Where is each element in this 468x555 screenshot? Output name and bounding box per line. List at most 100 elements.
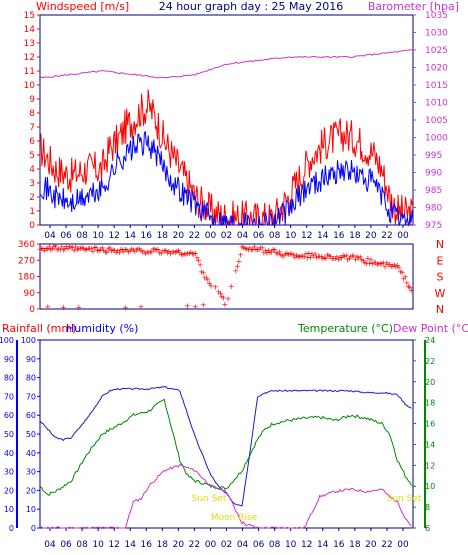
- direction-point: +: [236, 257, 243, 266]
- x-tick-label: 04: [237, 231, 249, 241]
- direction-point: +: [183, 250, 190, 259]
- direction-point: +: [212, 283, 219, 292]
- x-tick-label: 20: [173, 540, 185, 550]
- direction-point: +: [270, 245, 277, 254]
- direction-point: +: [54, 246, 61, 255]
- direction-point: +: [276, 247, 283, 256]
- baro-y-tick-label: 1020: [425, 64, 448, 74]
- direction-point: +: [49, 244, 56, 253]
- compass-label-s: S: [437, 271, 444, 284]
- direction-point: +: [138, 303, 145, 312]
- wind-y-tick-label: 9: [29, 95, 35, 105]
- direction-point: +: [397, 268, 404, 277]
- direction-point: +: [68, 243, 75, 252]
- direction-point: +: [158, 249, 165, 258]
- direction-point: +: [194, 254, 201, 263]
- direction-point: +: [299, 252, 306, 261]
- temp-y-tick-label: 22: [425, 357, 435, 366]
- humidity-y-tick-label: 100: [21, 336, 36, 345]
- temp-y-tick-label: 6: [425, 524, 430, 533]
- x-tick-label: 06: [60, 540, 72, 550]
- direction-point: +: [262, 247, 269, 256]
- wind-y-tick-label: 11: [24, 67, 35, 77]
- direction-point: +: [257, 244, 264, 253]
- direction-point: +: [260, 249, 267, 258]
- rain-y-tick-label: 50: [4, 430, 14, 439]
- rain-y-tick-label: 70: [4, 392, 14, 401]
- direction-point: +: [51, 243, 58, 252]
- direction-point: +: [131, 247, 138, 256]
- direction-point: +: [58, 242, 65, 251]
- direction-point: +: [203, 273, 210, 282]
- direction-point: +: [62, 245, 69, 254]
- direction-point: +: [408, 286, 415, 295]
- direction-point: +: [200, 268, 207, 277]
- rain-y-tick-label: 60: [4, 411, 14, 420]
- barometer-line: [39, 49, 414, 79]
- x-tick-label: 16: [333, 231, 345, 241]
- direction-point: +: [399, 268, 406, 277]
- sun-set-label-1: Sun Set: [192, 494, 227, 504]
- temp-y-tick-label: 24: [425, 336, 435, 345]
- direction-point: +: [187, 248, 194, 257]
- wind-y-tick-label: 0: [29, 221, 35, 231]
- direction-point: +: [198, 267, 205, 276]
- direction-point: +: [402, 272, 409, 281]
- graph-title: 24 hour graph day : 25 May 2016: [159, 0, 344, 13]
- direction-point: +: [259, 244, 266, 253]
- direction-point: +: [122, 245, 129, 254]
- direction-point: +: [43, 244, 50, 253]
- direction-point: +: [355, 253, 362, 262]
- x-tick-label: 20: [365, 231, 377, 241]
- baro-y-tick-label: 1025: [425, 46, 448, 56]
- direction-point: +: [332, 254, 339, 263]
- direction-point: +: [116, 248, 123, 257]
- direction-point: +: [147, 248, 154, 257]
- humidity-y-tick-label: 90: [26, 355, 36, 364]
- direction-point: +: [206, 279, 213, 288]
- baro-y-tick-label: 1000: [425, 134, 448, 144]
- direction-point: +: [327, 252, 334, 261]
- direction-point: +: [218, 292, 225, 301]
- x-tick-label: 00: [397, 231, 409, 241]
- direction-point: +: [385, 260, 392, 269]
- x-tick-label: 06: [60, 231, 72, 241]
- direction-point: +: [66, 242, 73, 251]
- x-tick-label: 20: [173, 231, 185, 241]
- direction-point: +: [338, 254, 345, 263]
- baro-y-tick-label: 980: [425, 204, 442, 214]
- wind-y-tick-label: 15: [24, 11, 35, 21]
- x-tick-label: 04: [44, 231, 56, 241]
- wind-average-line: [39, 130, 414, 227]
- wind-y-tick-label: 10: [24, 81, 36, 91]
- direction-point: +: [152, 245, 159, 254]
- direction-point: +: [396, 264, 403, 273]
- direction-point: +: [343, 251, 350, 260]
- direction-point: +: [192, 302, 199, 311]
- direction-point: +: [351, 252, 358, 261]
- direction-point: +: [324, 251, 331, 260]
- direction-point: +: [82, 245, 89, 254]
- direction-point: +: [63, 242, 70, 251]
- baro-y-tick-label: 985: [425, 186, 442, 196]
- direction-point: +: [281, 251, 288, 260]
- direction-point: +: [245, 245, 252, 254]
- direction-point: +: [242, 244, 249, 253]
- direction-point: +: [333, 252, 340, 261]
- direction-point: +: [48, 246, 55, 255]
- direction-point: +: [292, 253, 299, 262]
- x-tick-label: 10: [92, 540, 104, 550]
- direction-point: +: [337, 253, 344, 262]
- direction-point: +: [344, 255, 351, 264]
- direction-point: +: [135, 245, 142, 254]
- direction-point: +: [366, 259, 373, 268]
- x-tick-label: 16: [141, 540, 153, 550]
- direction-point: +: [184, 249, 191, 258]
- direction-point: +: [150, 245, 157, 254]
- direction-point: +: [133, 245, 140, 254]
- direction-point: +: [65, 244, 72, 253]
- x-tick-label: 08: [76, 540, 88, 550]
- direction-point: +: [40, 245, 47, 254]
